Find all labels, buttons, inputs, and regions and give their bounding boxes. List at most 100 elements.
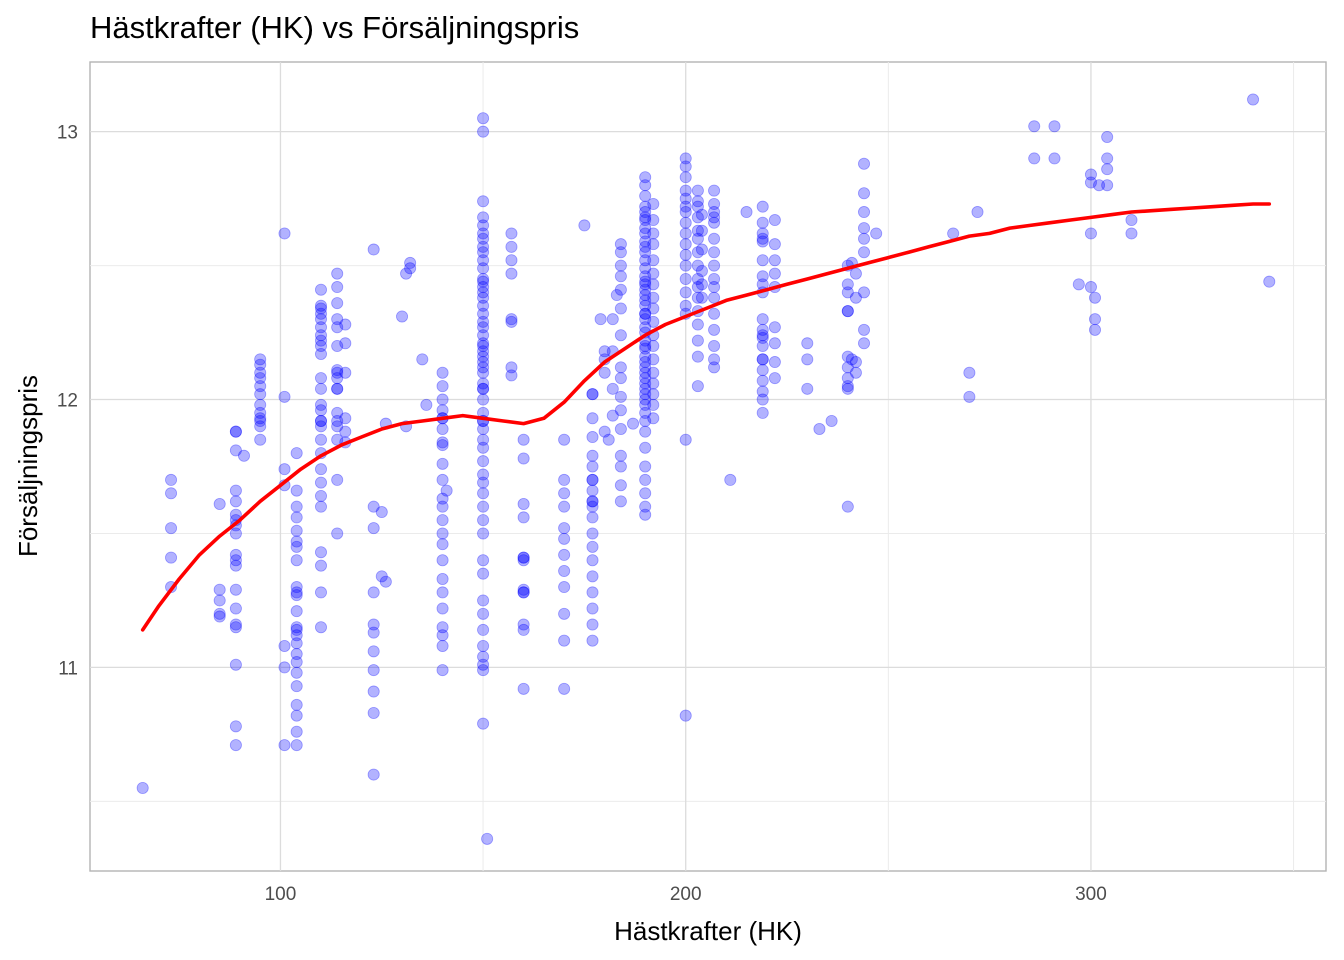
data-point [331,321,344,334]
data-point [558,433,571,446]
x-axis-title: Hästkrafter (HK) [614,916,802,946]
data-point [691,272,704,285]
data-point [477,514,490,527]
data-point [639,227,652,240]
data-point [314,414,327,427]
data-point [1101,179,1114,192]
data-point [331,382,344,395]
data-point [614,390,627,403]
data-point [331,473,344,486]
data-point [639,382,652,395]
data-point [331,382,344,395]
trend-line-group [140,202,1272,632]
data-point [254,353,267,366]
data-point [858,286,871,299]
data-point [756,385,769,398]
data-point [740,206,753,219]
data-point [586,388,599,401]
data-point [339,412,352,425]
data-point [691,291,704,304]
data-point [213,583,226,596]
data-point [691,232,704,245]
data-point [420,398,433,411]
data-point [379,575,392,588]
data-point [517,452,530,465]
data-point [1084,227,1097,240]
data-point [290,629,303,642]
data-point [756,216,769,229]
data-point [477,337,490,350]
data-point [213,498,226,511]
data-point [614,238,627,251]
data-point [477,262,490,275]
data-point [1089,291,1102,304]
data-point [254,388,267,401]
data-point [1072,278,1085,291]
data-point [367,522,380,535]
x-tick-label: 200 [670,884,702,905]
data-point [290,656,303,669]
data-point [517,586,530,599]
data-point [213,594,226,607]
data-point [708,206,721,219]
data-point [691,246,704,259]
data-point [679,200,692,213]
data-point [1028,120,1041,133]
data-point [505,267,518,280]
data-point [639,294,652,307]
data-point [436,393,449,406]
data-point [756,353,769,366]
data-point [477,246,490,259]
data-point [331,313,344,326]
data-point [477,567,490,580]
data-point [768,238,781,251]
data-point [290,535,303,548]
data-point [290,605,303,618]
data-point [367,500,380,513]
data-point [314,302,327,315]
data-point [477,717,490,730]
data-point [558,500,571,513]
data-point [331,366,344,379]
data-point [331,420,344,433]
data-point [614,270,627,283]
data-point [639,398,652,411]
data-point [639,254,652,267]
data-point [691,200,704,213]
data-point [870,227,883,240]
data-point [517,551,530,564]
data-point [558,473,571,486]
data-point [477,211,490,224]
data-point [1125,227,1138,240]
data-point [639,270,652,283]
data-point [614,460,627,473]
data-point [477,329,490,342]
data-point [404,256,417,269]
data-point [647,227,660,240]
data-point [314,339,327,352]
data-point [416,353,429,366]
data-point [614,479,627,492]
data-point [586,473,599,486]
data-point [639,206,652,219]
data-point [614,422,627,435]
data-point [314,334,327,347]
data-point [558,634,571,647]
data-point [505,315,518,328]
data-point [756,270,769,283]
y-tick-label: 11 [58,658,78,679]
data-point [801,353,814,366]
data-point [477,487,490,500]
data-point [314,321,327,334]
data-point [367,243,380,256]
data-point [639,388,652,401]
data-point [768,372,781,385]
data-point [695,224,708,237]
data-point [708,197,721,210]
data-point [505,227,518,240]
data-point [586,602,599,615]
data-point [229,602,242,615]
data-point [695,264,708,277]
data-point [229,527,242,540]
data-point [586,570,599,583]
